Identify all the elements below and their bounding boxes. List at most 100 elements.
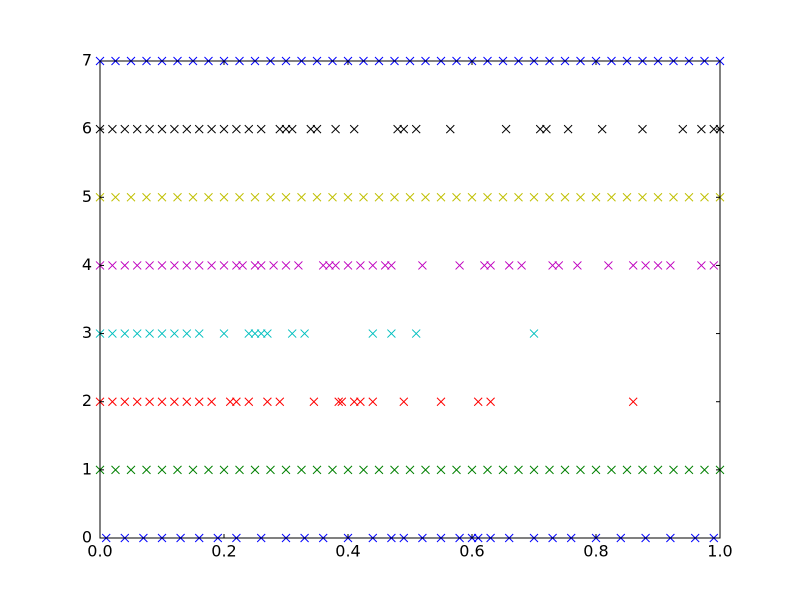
- scatter-point: [232, 397, 241, 407]
- scatter-point: [514, 192, 523, 202]
- scatter-point: [604, 261, 613, 270]
- scatter-point: [622, 192, 632, 202]
- scatter-point: [473, 397, 483, 407]
- scatter-point: [411, 329, 421, 338]
- scatter-point: [256, 329, 266, 338]
- y-tick-label: 5: [82, 187, 92, 206]
- scatter-point: [173, 465, 182, 475]
- scatter-point: [666, 261, 675, 270]
- y-tick-label: 3: [82, 323, 92, 342]
- scatter-point: [145, 261, 154, 270]
- scatter-point: [318, 261, 328, 270]
- scatter-point: [120, 261, 130, 270]
- scatter-point: [591, 465, 601, 475]
- scatter-point: [219, 124, 229, 134]
- scatter-point: [374, 465, 384, 475]
- scatter-point: [328, 192, 337, 202]
- scatter-point: [501, 124, 511, 134]
- scatter-point: [356, 397, 365, 407]
- scatter-point: [514, 465, 523, 475]
- x-tick-label: 0.6: [459, 542, 484, 561]
- scatter-point: [700, 465, 709, 475]
- scatter-point: [554, 261, 564, 270]
- scatter-point: [700, 192, 709, 202]
- scatter-point: [287, 124, 297, 134]
- scatter-point: [145, 329, 154, 338]
- scatter-point: [483, 465, 492, 475]
- scatter-point: [678, 124, 688, 134]
- scatter-point: [312, 465, 322, 475]
- y-tick-label: 0: [82, 528, 92, 547]
- scatter-point: [359, 465, 368, 475]
- scatter-point: [325, 261, 334, 270]
- scatter-point: [628, 397, 638, 407]
- scatter-point: [250, 465, 260, 475]
- scatter-point: [194, 261, 204, 270]
- scatter-point: [436, 465, 446, 475]
- scatter-point: [281, 124, 291, 134]
- scatter-point: [331, 124, 340, 134]
- scatter-point: [232, 124, 241, 134]
- scatter-point: [542, 124, 551, 134]
- scatter-point: [641, 261, 650, 270]
- scatter-point: [275, 124, 285, 134]
- scatter-point: [219, 261, 229, 270]
- x-tick-label: 1.0: [707, 542, 732, 561]
- scatter-point: [390, 465, 399, 475]
- scatter-point: [380, 261, 390, 270]
- scatter-point: [359, 192, 368, 202]
- scatter-point: [405, 192, 415, 202]
- scatter-point: [399, 124, 409, 134]
- scatter-point: [343, 465, 353, 475]
- scatter-point: [108, 329, 117, 338]
- scatter-point: [418, 261, 427, 270]
- scatter-point: [560, 192, 570, 202]
- scatter-point: [256, 261, 266, 270]
- scatter-point: [244, 124, 254, 134]
- scatter-point: [306, 124, 316, 134]
- scatter-point: [548, 261, 557, 270]
- y-tick-label: 4: [82, 255, 92, 274]
- scatter-point: [111, 465, 120, 475]
- scatter-point: [653, 192, 663, 202]
- scatter-point: [483, 192, 492, 202]
- scatter-point: [529, 192, 539, 202]
- scatter-point: [436, 192, 446, 202]
- scatter-point: [535, 124, 545, 134]
- scatter-point: [145, 124, 154, 134]
- scatter-point: [225, 397, 235, 407]
- scatter-point: [157, 192, 167, 202]
- scatter-point: [436, 397, 446, 407]
- scatter-point: [173, 192, 182, 202]
- scatter-point: [399, 397, 409, 407]
- scatter-point: [312, 124, 322, 134]
- scatter-point: [529, 465, 539, 475]
- scatter-point: [108, 124, 117, 134]
- scatter-point: [142, 465, 151, 475]
- scatter-point: [337, 397, 347, 407]
- scatter-point: [250, 261, 260, 270]
- scatter-point: [529, 329, 539, 338]
- scatter-point: [120, 124, 130, 134]
- y-tick-label: 6: [82, 119, 92, 138]
- scatter-point: [120, 329, 130, 338]
- scatter-point: [170, 329, 179, 338]
- scatter-point: [498, 465, 508, 475]
- scatter-point: [145, 397, 154, 407]
- scatter-point: [563, 124, 573, 134]
- scatter-point: [132, 124, 142, 134]
- scatter-point: [653, 261, 663, 270]
- scatter-point: [622, 465, 632, 475]
- scatter-point: [132, 329, 142, 338]
- scatter-point: [504, 261, 514, 270]
- scatter-point: [194, 397, 204, 407]
- y-tick-label: 2: [82, 391, 92, 410]
- scatter-point: [132, 261, 142, 270]
- scatter-point: [638, 192, 647, 202]
- scatter-point: [638, 465, 647, 475]
- scatter-point: [387, 261, 396, 270]
- scatter-point: [207, 397, 216, 407]
